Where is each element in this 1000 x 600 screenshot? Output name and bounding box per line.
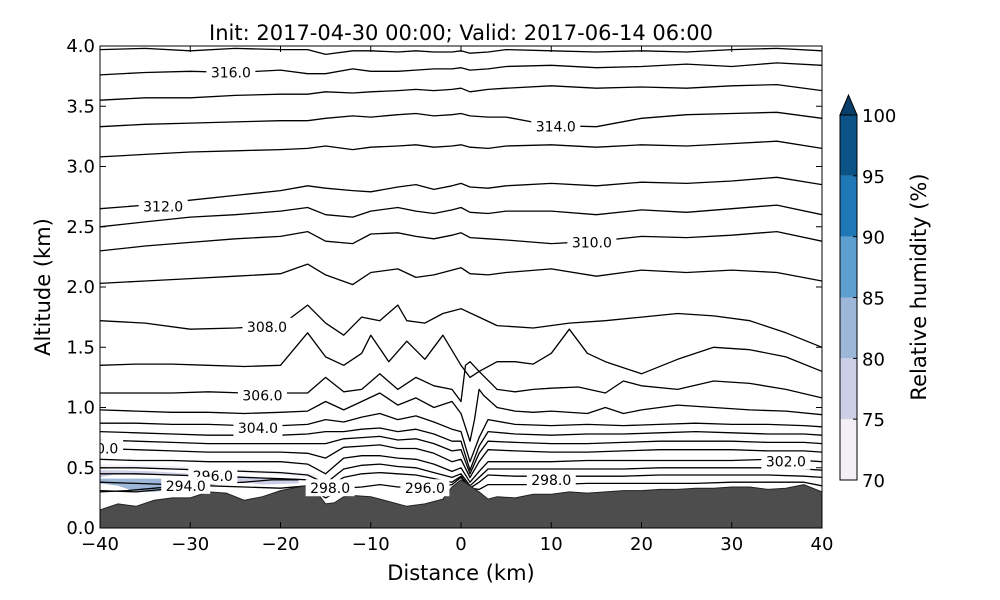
colorbar-tick-label: 85	[862, 289, 885, 310]
contour-label: 312.0	[143, 199, 183, 215]
colorbar-segment	[840, 297, 857, 359]
contour-label: 314.0	[536, 120, 576, 136]
axes-layer: −40 −30 −20 −10 0 10 20 30 400.00.51.01.52.02.53…	[66, 36, 833, 555]
contour-label-bg	[567, 233, 617, 251]
contour-line-0	[100, 47, 822, 56]
contour-line-18	[100, 463, 822, 487]
colorbar-label: Relative humidity (%)	[907, 173, 931, 400]
x-tick-label: −30	[171, 534, 209, 555]
plot-area: 316.0 314.0 312.0 310.0 308.0 306.0 304.0 0.0 30…	[96, 47, 822, 528]
terrain-layer	[100, 479, 822, 528]
contour-line-9	[100, 304, 822, 348]
x-tick-label: −20	[262, 534, 300, 555]
x-axis-label: Distance (km)	[387, 561, 535, 585]
contour-label-bg	[531, 117, 581, 135]
contour-label: 308.0	[247, 320, 287, 336]
terrain-area	[100, 479, 822, 528]
y-tick-label: 1.0	[66, 398, 95, 419]
contour-label-bg	[206, 63, 256, 81]
colorbar-tick-label: 75	[862, 410, 885, 431]
y-tick-label: 3.5	[66, 96, 95, 117]
contour-label-bg	[526, 470, 576, 488]
colorbar-segment	[840, 175, 857, 237]
contour-line-2	[100, 83, 822, 101]
contour-line-8	[100, 263, 822, 286]
contour-line-15	[100, 435, 822, 475]
colorbar-segment	[840, 115, 857, 176]
y-tick-label: 3.0	[66, 157, 95, 178]
y-axis-label: Altitude (km)	[31, 218, 55, 356]
contour-label-bg	[400, 479, 450, 497]
contour-label: 310.0	[572, 235, 612, 251]
x-tick-label: −10	[352, 534, 390, 555]
y-tick-label: 2.0	[66, 277, 95, 298]
colorbar-tick-label: 95	[862, 167, 885, 188]
colorbar-tick-label: 80	[862, 349, 885, 370]
x-tick-label: 30	[720, 534, 743, 555]
contour-label: 296.0	[405, 481, 445, 497]
contour-line-6	[100, 204, 822, 228]
contour-label-bg	[761, 452, 811, 470]
contour-line-13	[100, 412, 822, 463]
contour-line-5	[100, 176, 822, 210]
contour-label: 298.0	[310, 481, 350, 497]
contour-label-bg	[233, 418, 283, 436]
chart-title: Init: 2017-04-30 00:00; Valid: 2017-06-1…	[209, 21, 713, 45]
contour-label: 304.0	[238, 421, 278, 437]
contour-label-layer: 316.0 314.0 312.0 310.0 308.0 306.0 304.0 0.0 30…	[96, 63, 811, 497]
contour-line-12	[100, 388, 822, 442]
colorbar-extend-arrow	[839, 93, 858, 116]
contour-line-4	[100, 140, 822, 158]
colorbar-segment	[840, 236, 857, 298]
colorbar-segment	[840, 358, 857, 420]
contour-label: 316.0	[211, 66, 251, 82]
x-tick-label: 40	[811, 534, 834, 555]
contour-line-7	[100, 230, 822, 252]
contour-label-bg	[161, 476, 211, 494]
y-tick-label: 4.0	[66, 36, 95, 57]
x-tick-label: 10	[540, 534, 563, 555]
contour-line-16	[100, 444, 822, 479]
x-tick-label: 20	[630, 534, 653, 555]
x-tick-label: −40	[81, 534, 119, 555]
contour-label-bg	[242, 317, 292, 335]
y-tick-label: 0.5	[66, 458, 95, 479]
contour-line-19	[100, 471, 822, 489]
contour-label: 294.0	[166, 479, 206, 495]
contour-label-bg	[138, 197, 188, 215]
colorbar: 70 75 80 85 90 95 100	[839, 93, 896, 492]
y-tick-label: 1.5	[66, 337, 95, 358]
contour-label: 0.0	[96, 441, 118, 457]
contour-line-1	[100, 62, 822, 76]
contour-label-bg	[100, 439, 124, 457]
colorbar-tick-label: 70	[862, 471, 885, 492]
contour-label: 298.0	[531, 473, 571, 489]
humidity-region-70-75	[100, 464, 317, 478]
contour-label: 306.0	[242, 388, 282, 404]
contour-line-20	[100, 476, 822, 499]
contour-label: 302.0	[766, 455, 806, 471]
y-tick-label: 2.5	[66, 217, 95, 238]
contour-line-10	[100, 328, 822, 379]
contour-line-17	[100, 455, 822, 483]
y-tick-label: 0.0	[66, 518, 95, 539]
colorbar-tick-label: 90	[862, 228, 885, 249]
colorbar-tick-label: 100	[862, 106, 896, 127]
colorbar-segment	[840, 419, 857, 480]
contour-line-3	[100, 111, 822, 128]
contour-line-11	[100, 361, 822, 403]
x-tick-label: 0	[455, 534, 466, 555]
contour-label-bg	[305, 479, 355, 497]
contour-label-bg	[237, 386, 287, 404]
contour-line-layer	[100, 47, 822, 499]
plot-frame	[99, 45, 823, 529]
